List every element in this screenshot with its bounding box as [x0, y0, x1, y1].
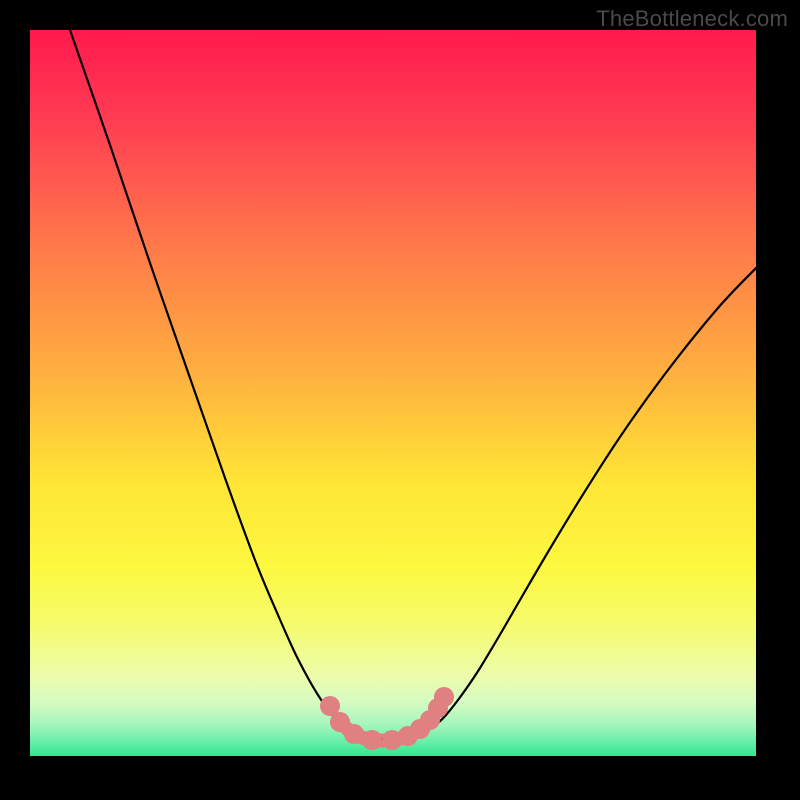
marker-dot — [362, 730, 382, 750]
marker-dot — [434, 687, 454, 707]
plot-background — [30, 30, 756, 756]
watermark-text: TheBottleneck.com — [596, 6, 788, 32]
marker-dot — [344, 724, 364, 744]
chart-svg — [0, 0, 800, 800]
chart-canvas: TheBottleneck.com — [0, 0, 800, 800]
